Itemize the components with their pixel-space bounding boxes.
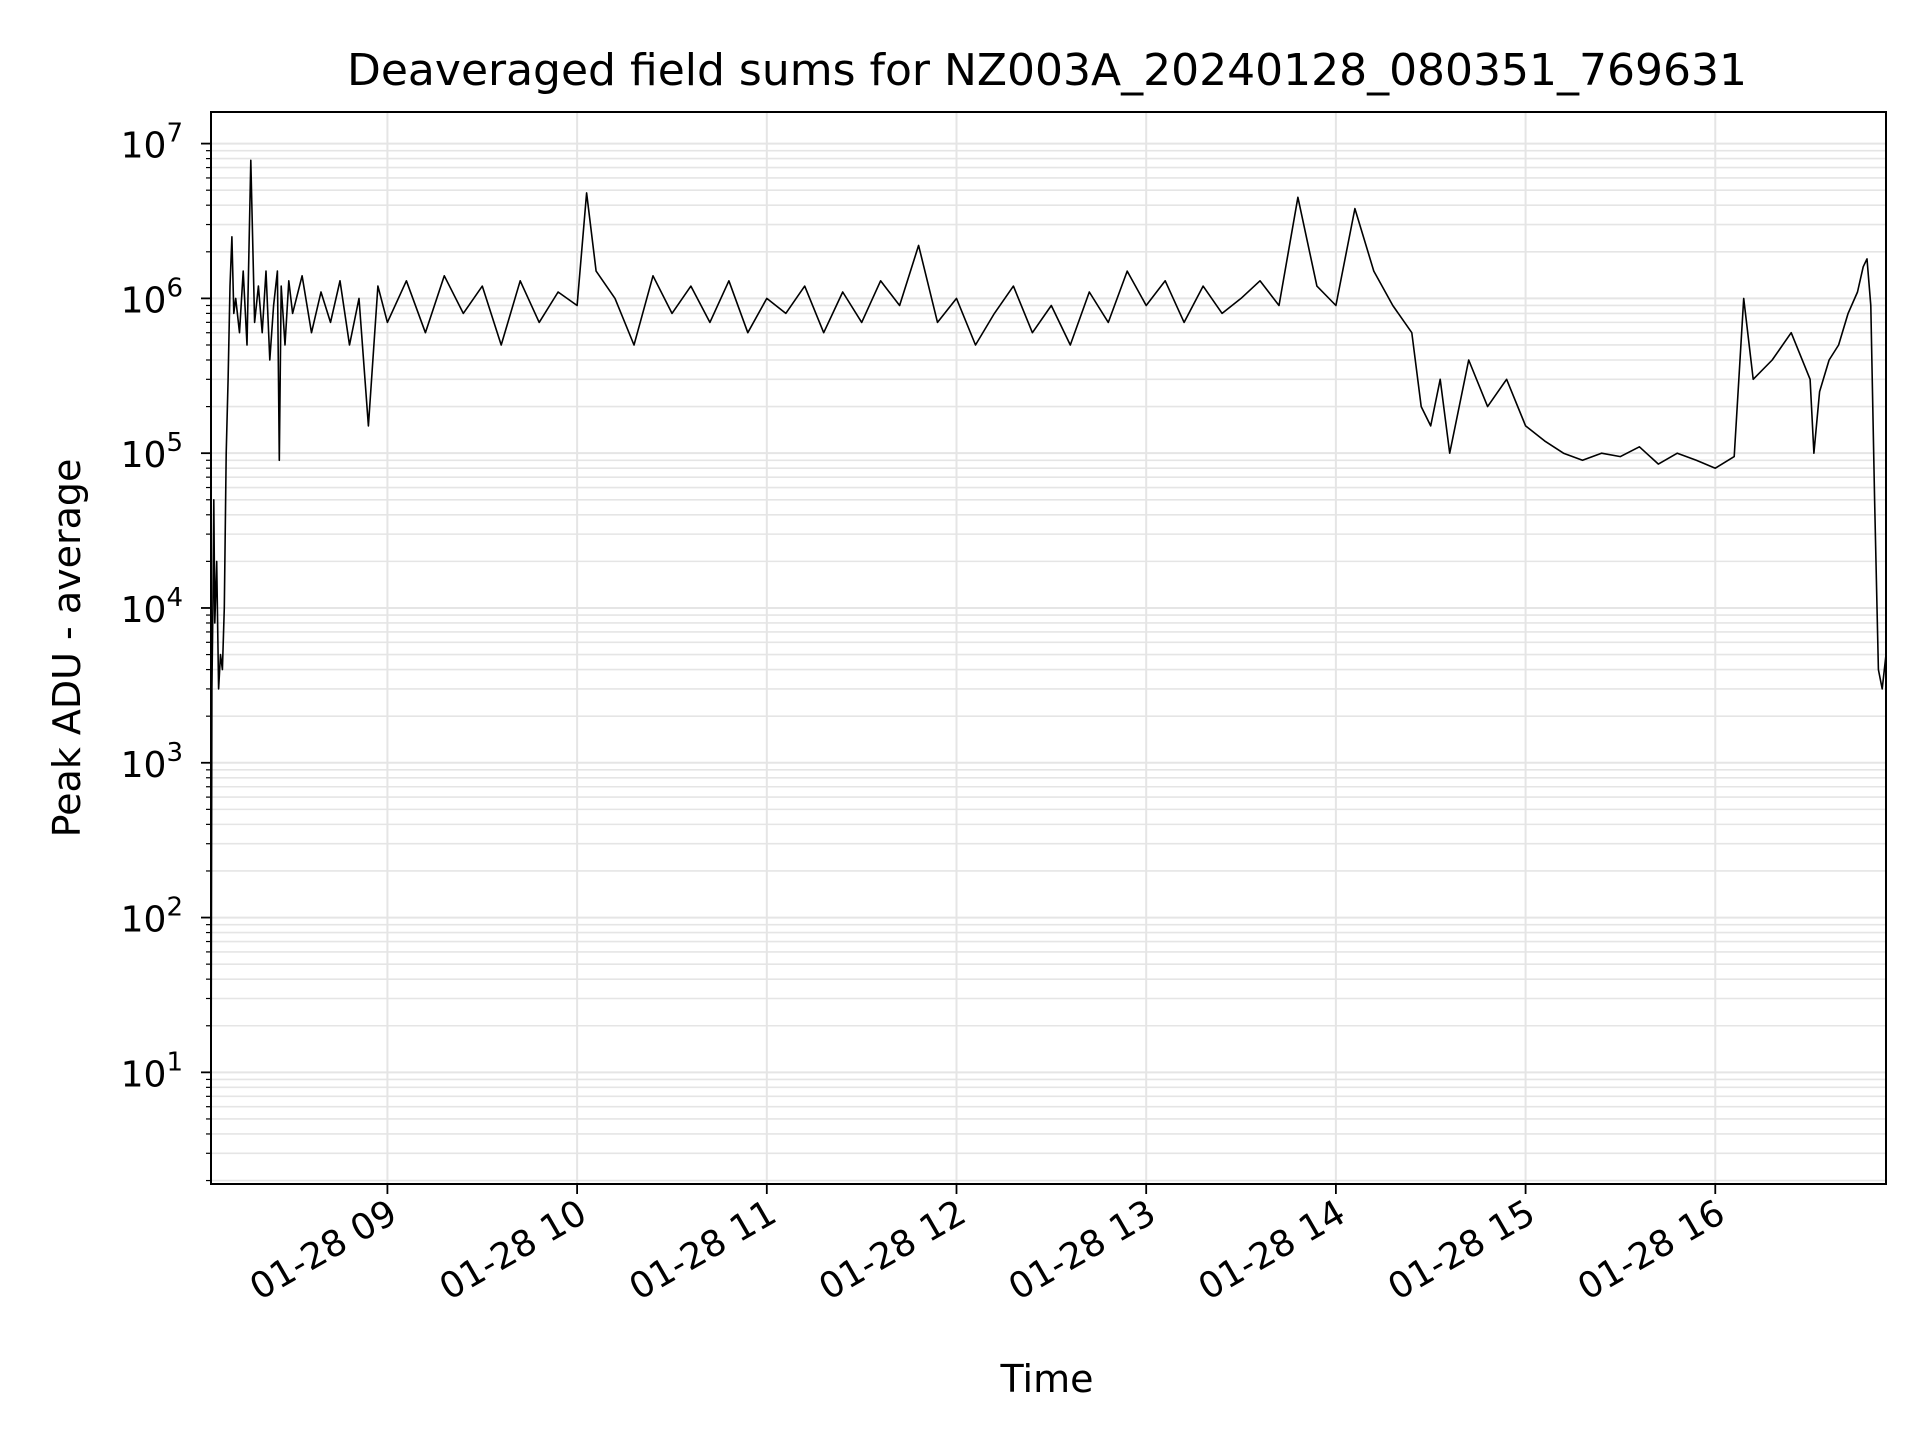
y-tick-label: 101 [121, 1047, 183, 1095]
y-tick-label: 103 [121, 738, 183, 786]
y-axis-label: Peak ADU - average [45, 459, 89, 838]
plot-area [210, 159, 1887, 1135]
y-tick-label: 105 [121, 428, 183, 476]
y-tick-label: 107 [121, 119, 183, 167]
x-axis-label: Time [1000, 1357, 1094, 1401]
series-line [210, 159, 1887, 1135]
y-tick-label: 106 [121, 273, 183, 321]
y-axis: 101 102 103 104 105 106 107 [121, 119, 211, 1182]
chart-title: Deaveraged field sums for NZ003A_2024012… [347, 45, 1747, 96]
y-tick-label: 104 [121, 583, 183, 631]
y-tick-label: 102 [121, 893, 183, 941]
plot-frame [210, 111, 1887, 1185]
grid-lines [211, 112, 1886, 1184]
